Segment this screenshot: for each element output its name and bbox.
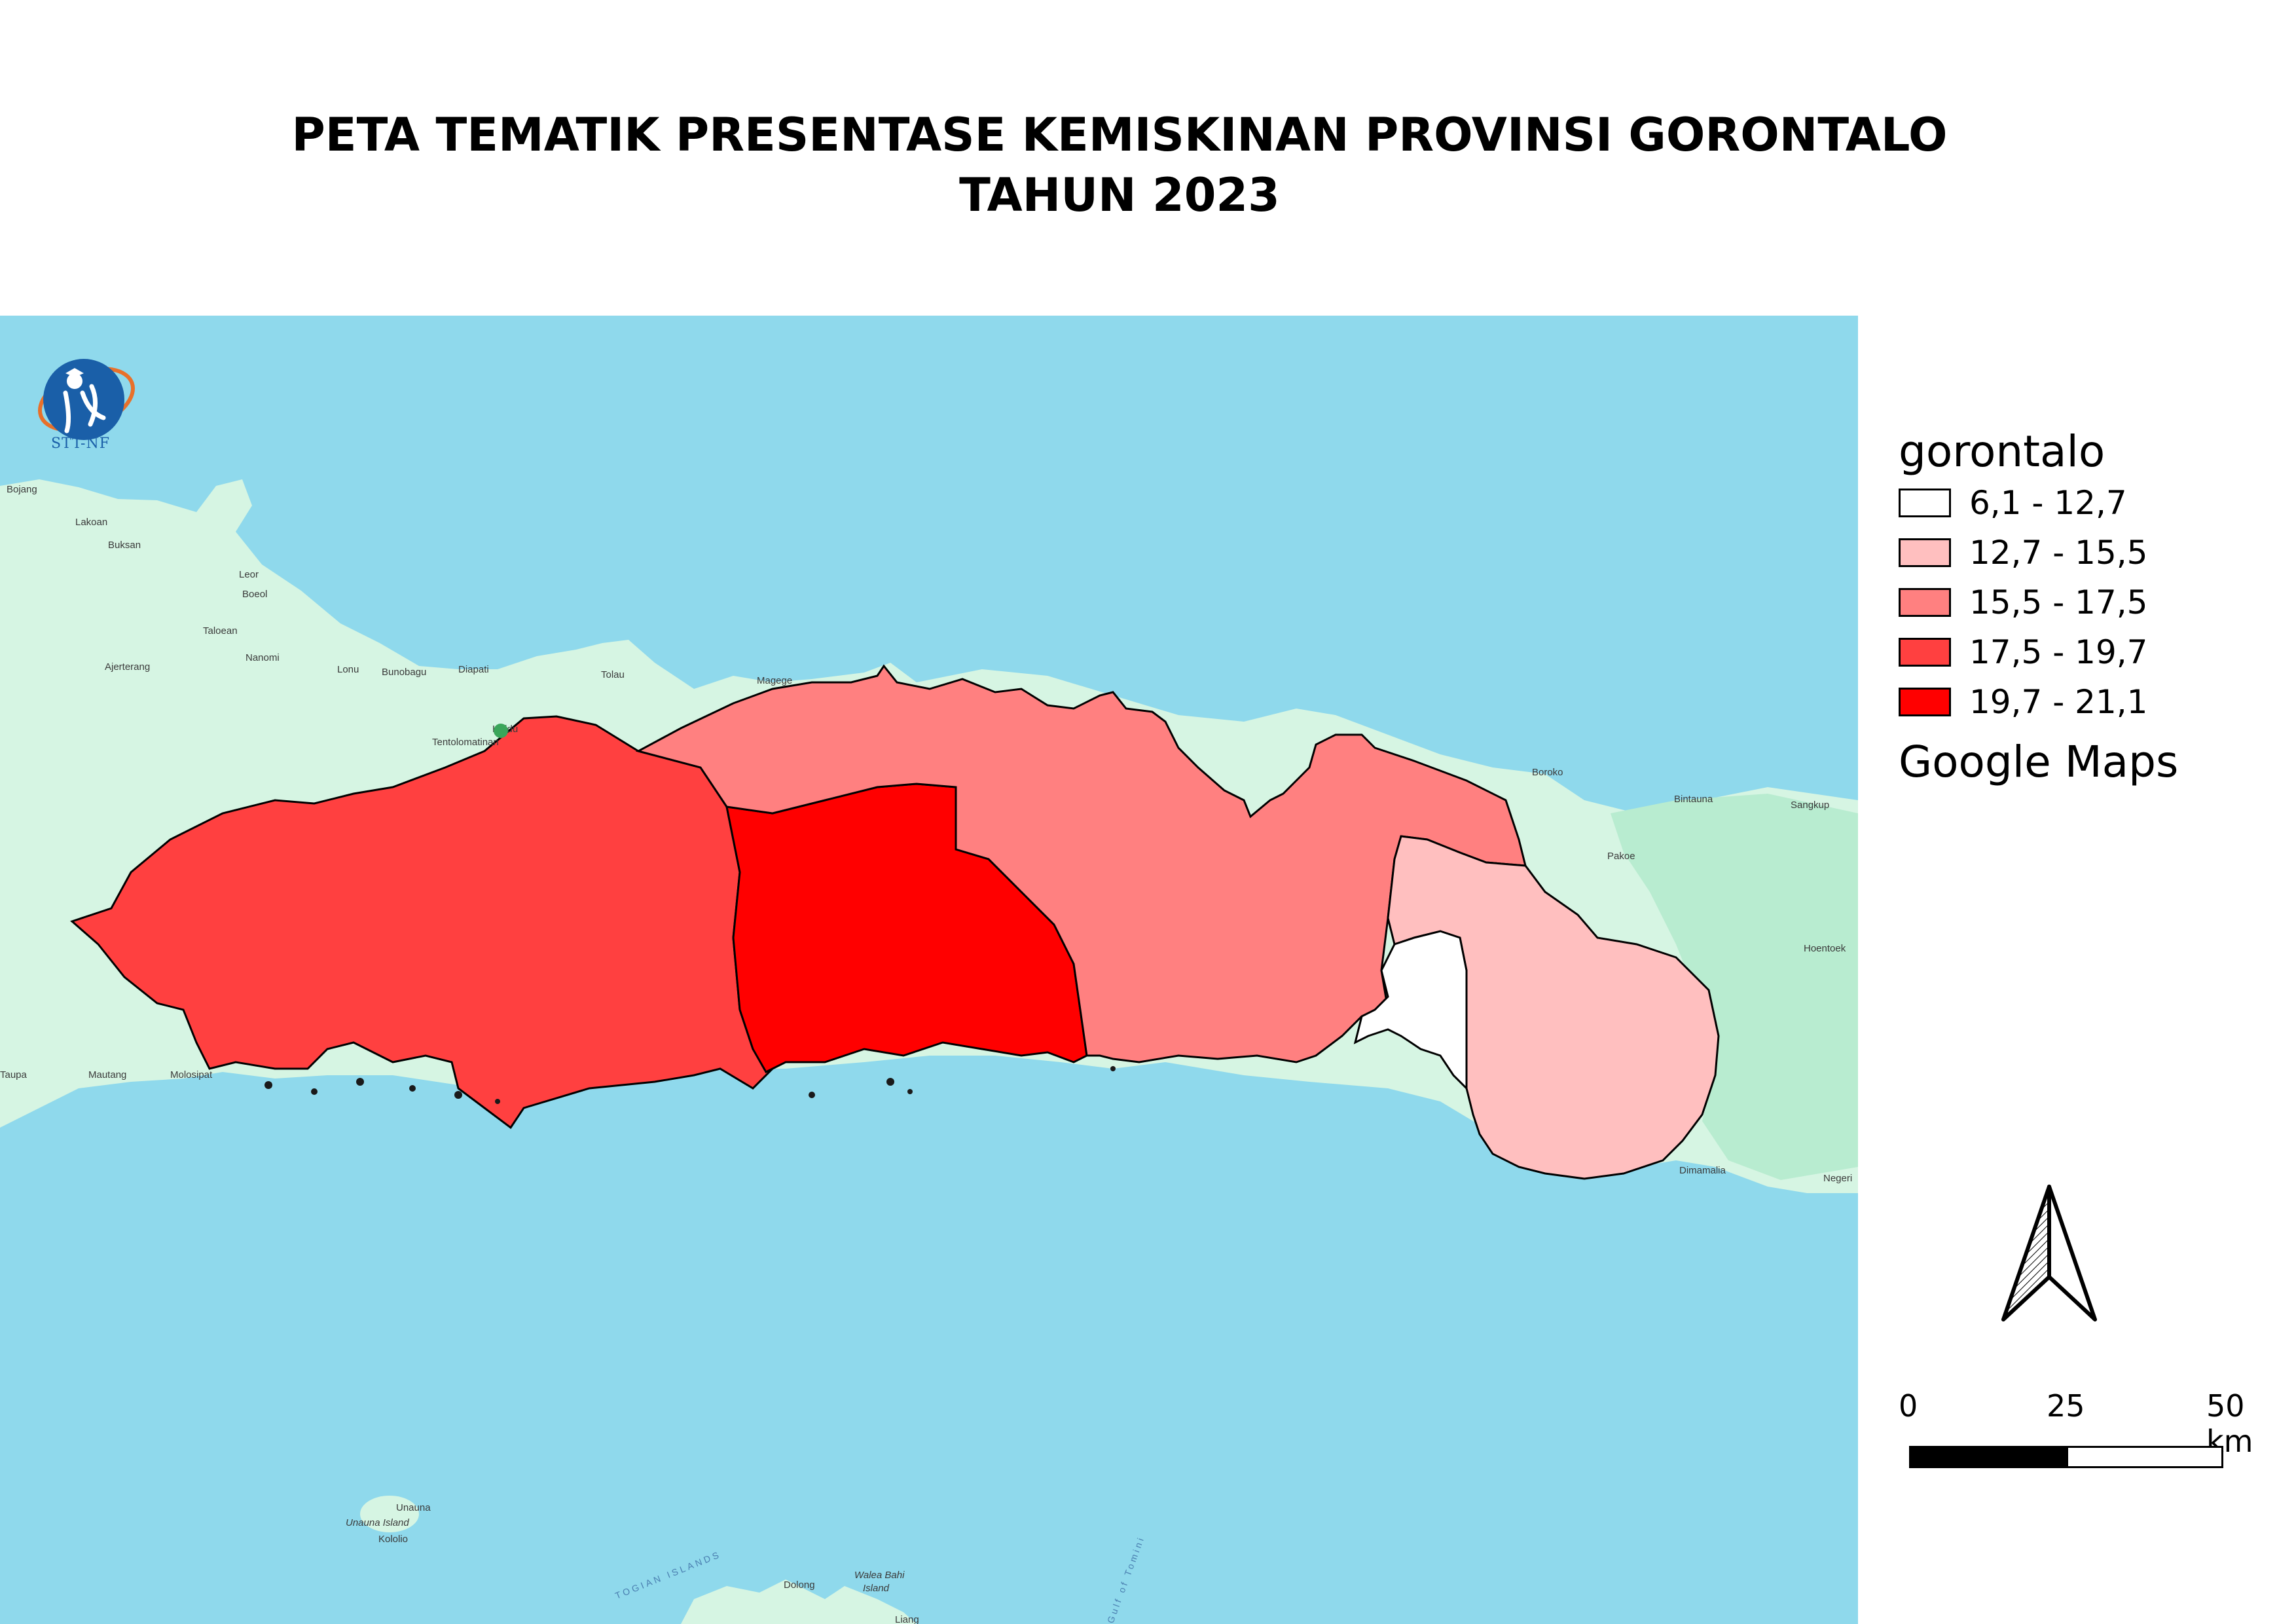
legend: gorontalo 6,1 - 12,7 12,7 - 15,5 15,5 - … [1899, 426, 2285, 788]
place-walea-island: Island [863, 1583, 890, 1594]
place-unauna-island: Unauna Island [346, 1517, 409, 1528]
place-taloean: Taloean [203, 625, 238, 637]
place-label: Bojang [7, 484, 37, 495]
legend-swatch-5 [1899, 688, 1951, 716]
park-icon [494, 724, 508, 738]
legend-swatch-4 [1899, 638, 1951, 667]
north-arrow-icon [2001, 1185, 2097, 1321]
legend-item: 17,5 - 19,7 [1899, 627, 2285, 677]
place-hoentoek: Hoentoek [1804, 943, 1846, 954]
place-molosipat: Molosipat [170, 1069, 213, 1080]
place-dimamalia: Dimamalia [1679, 1165, 1726, 1176]
legend-label-2: 12,7 - 15,5 [1969, 534, 2148, 572]
place-leor: Leor [239, 569, 259, 580]
stt-nf-logo-icon [37, 359, 136, 440]
scale-segment-black [1909, 1446, 2066, 1468]
map-canvas: Bojang Lakoan Buksan Leor Boeol Taloean … [0, 316, 1858, 1624]
place-magege: Magege [757, 675, 792, 686]
place-bintauna: Bintauna [1674, 794, 1713, 805]
place-buksan: Buksan [108, 540, 141, 551]
island-togian [681, 1579, 917, 1624]
place-dolong: Dolong [784, 1579, 815, 1591]
south-islets [264, 1066, 1116, 1104]
legend-swatch-3 [1899, 588, 1951, 617]
place-kololio: Kololio [378, 1534, 408, 1545]
legend-label-5: 19,7 - 21,1 [1969, 683, 2148, 721]
region-gorontalo [635, 664, 1527, 1063]
place-tolau: Tolau [601, 669, 625, 680]
place-taupa: Taupa [0, 1069, 27, 1080]
legend-label-3: 15,5 - 17,5 [1969, 583, 2148, 621]
legend-label-1: 6,1 - 12,7 [1969, 484, 2127, 522]
place-boroko: Boroko [1532, 767, 1563, 778]
place-negeri: Negeri [1823, 1173, 1852, 1184]
place-mautang: Mautang [88, 1069, 126, 1080]
logo-text: STT-NF [51, 435, 110, 452]
forest-area [1611, 794, 1858, 1180]
region-kota-gorontalo [1353, 930, 1468, 1091]
legend-label-4: 17,5 - 19,7 [1969, 633, 2148, 671]
title-line-1: PETA TEMATIK PRESENTASE KEMISKINAN PROVI… [291, 108, 1948, 162]
map-frame[interactable]: Bojang Lakoan Buksan Leor Boeol Taloean … [0, 316, 1858, 1624]
place-lakoan: Lakoan [75, 517, 107, 528]
place-unauna: Unauna [396, 1502, 431, 1513]
place-liang: Liang [895, 1614, 919, 1624]
scale-segment-white [2066, 1446, 2223, 1468]
place-lonu: Lonu [337, 664, 359, 675]
scale-label-25: 25 [2047, 1388, 2085, 1424]
legend-item: 19,7 - 21,1 [1899, 677, 2285, 727]
scale-label-0: 0 [1899, 1388, 1918, 1424]
place-tentolomatinan: Tentolomatinan [432, 737, 499, 748]
place-walea-bahi: Walea Bahi [854, 1570, 905, 1581]
title-line-2: TAHUN 2023 [959, 168, 1280, 222]
place-diapati: Diapati [458, 664, 489, 675]
legend-swatch-2 [1899, 538, 1951, 567]
place-ajerterang: Ajerterang [105, 661, 150, 673]
place-pakoe: Pakoe [1607, 851, 1635, 862]
legend-title: gorontalo [1899, 426, 2105, 477]
place-bunobagu: Bunobagu [382, 667, 426, 678]
region-pohuwato [70, 715, 774, 1130]
legend-swatch-1 [1899, 489, 1951, 517]
place-sangkup: Sangkup [1791, 800, 1829, 811]
place-nanomi: Nanomi [246, 652, 280, 663]
legend-item: 15,5 - 17,5 [1899, 578, 2285, 627]
legend-item: 12,7 - 15,5 [1899, 528, 2285, 578]
island-unauna [360, 1496, 419, 1532]
place-boeol: Boeol [242, 589, 267, 600]
legend-item: 6,1 - 12,7 [1899, 478, 2285, 528]
legend-basemap-source: Google Maps [1899, 737, 2179, 787]
map-title: PETA TEMATIK PRESENTASE KEMISKINAN PROVI… [0, 105, 2239, 225]
scale-bar: 0 25 50 km [1899, 1388, 2291, 1480]
